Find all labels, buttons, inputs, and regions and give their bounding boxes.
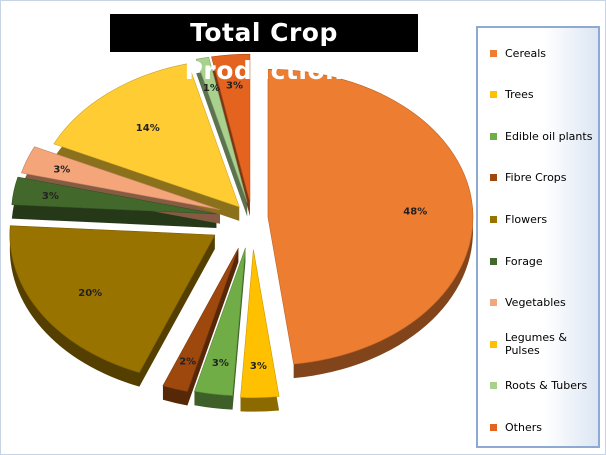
- slice-legumes-pulses: [240, 249, 280, 398]
- slice-others: [211, 53, 251, 203]
- data-label-vegetables: 3%: [53, 165, 70, 176]
- slice-side-edible-oil-plants: [194, 247, 246, 410]
- slice-side-roots-tubers: [196, 57, 248, 217]
- data-label-forage: 3%: [42, 191, 59, 202]
- data-label-flowers: 20%: [78, 288, 102, 299]
- legend-label: Trees: [505, 88, 534, 102]
- data-label-legumes-pulses: 3%: [250, 361, 267, 372]
- data-label-cereals: 48%: [403, 207, 427, 218]
- data-label-edible-oil-plants: 3%: [212, 358, 229, 369]
- data-label-fibre-crops: 2%: [179, 357, 196, 368]
- slice-side-vegetables: [21, 146, 221, 224]
- slice-side-flowers: [9, 225, 215, 387]
- slice-flowers: [9, 225, 216, 373]
- legend-swatch: [490, 423, 497, 431]
- legend-item-roots-tubers: Roots & Tubers: [490, 378, 587, 394]
- legend-label: Fibre Crops: [505, 171, 567, 185]
- legend-swatch: [490, 49, 497, 57]
- data-label-others: 3%: [226, 80, 243, 91]
- slice-fibre-crops: [162, 247, 239, 392]
- legend-swatch: [490, 299, 497, 307]
- chart-title: Total Crop Production: [110, 14, 418, 85]
- legend-label: Cereals: [505, 46, 547, 60]
- legend-item-fibre-crops: Fibre Crops: [490, 170, 567, 186]
- slice-side-forage: [11, 177, 217, 228]
- slice-edible-oil-plants: [194, 247, 246, 396]
- legend-label: Legumes & Pulses: [505, 331, 567, 358]
- legend-swatch: [490, 91, 497, 99]
- legend-item-vegetables: Vegetables: [490, 295, 566, 311]
- legend-label: Roots & Tubers: [505, 379, 588, 393]
- legend-item-flowers: Flowers: [490, 211, 547, 227]
- slice-side-fibre-crops: [162, 248, 239, 406]
- legend-label: Forage: [505, 254, 543, 268]
- slice-roots-tubers: [195, 56, 248, 203]
- chart-legend: Cereals Trees Edible oil plants Fibre Crops…: [476, 26, 600, 448]
- legend-item-forage: Forage: [490, 253, 543, 269]
- legend-item-trees: Trees: [490, 87, 534, 103]
- legend-label: Flowers: [505, 212, 548, 226]
- legend-label: Edible oil plants: [505, 129, 593, 143]
- pie-top-faces: [9, 53, 474, 398]
- slice-trees: [53, 63, 240, 208]
- slice-vegetables: [21, 146, 221, 211]
- data-label-roots-tubers: 1%: [203, 83, 220, 94]
- data-label-trees: 14%: [136, 123, 160, 134]
- pie-labels: 48% 3% 3% 2% 20% 3% 3% 14% 1% 3%: [42, 80, 427, 372]
- legend-item-edible-oil-plants: Edible oil plants: [490, 128, 592, 144]
- legend-swatch: [490, 132, 497, 140]
- legend-swatch: [490, 257, 497, 265]
- legend-swatch: [490, 174, 497, 182]
- legend-swatch: [490, 340, 497, 348]
- legend-label: Others: [505, 420, 542, 434]
- legend-label: Vegetables: [505, 296, 566, 310]
- slice-forage: [11, 176, 217, 215]
- legend-item-others: Others: [490, 419, 542, 435]
- legend-item-legumes-pulses: Legumes & Pulses: [490, 331, 598, 357]
- legend-item-cereals: Cereals: [490, 45, 546, 61]
- legend-swatch: [490, 382, 497, 390]
- legend-swatch: [490, 215, 497, 223]
- slice-cereals: [267, 68, 474, 365]
